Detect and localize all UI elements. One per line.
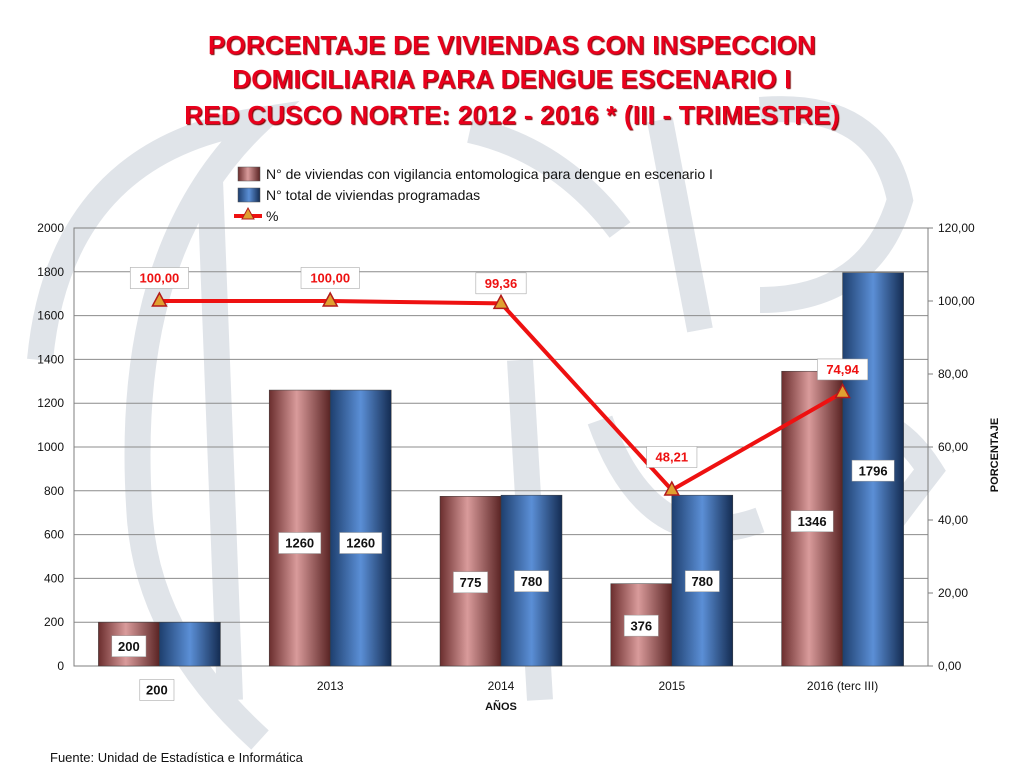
bar-label-series-2-box [514,570,549,592]
line-point-marker [663,480,681,496]
bar-label-series-2: 1260 [346,536,375,551]
y-right-tick-label: 60,00 [938,440,968,454]
y-right-tick-label: 40,00 [938,513,968,527]
series-line-percent [159,299,844,493]
y-tick-label: 200 [44,615,64,629]
bar-series-1 [268,389,331,667]
y-tick-label: 800 [44,484,64,498]
line-point-marker [492,293,510,310]
y-right-axis-title: PORCENTAJE [989,418,1001,492]
x-axis-title: AÑOS [485,700,517,713]
y-right-tick-label: 120,00 [938,221,975,235]
legend-label-series-1: N° de viviendas con vigilancia entomolog… [266,166,713,182]
x-tick-label: 2015 [658,679,685,693]
bar-label-series-2-box [139,679,175,701]
bar-label-series-2: 200 [146,683,168,698]
y-right-tick-label: 80,00 [938,367,968,381]
bar-label-series-1: 376 [630,618,652,633]
line-point-marker [834,382,851,399]
chart-title-line-1: PORCENTAJE DE VIVIENDAS CON INSPECCION [207,30,817,60]
bar-label-series-1: 1260 [285,536,314,551]
bar-label-series-2-box [851,459,895,482]
y-tick-label: 2000 [37,221,64,235]
bar-label-series-1: 775 [460,575,482,590]
y-tick-label: 400 [44,571,64,585]
y-tick-label: 1400 [37,352,64,366]
line-point-label: 100,00 [140,271,180,286]
line-point-marker [151,291,168,307]
y-tick-label: 600 [44,528,64,542]
line-point-label-box [300,267,360,289]
chart-title-line-2: DOMICILIARIA PARA DENGUE ESCENARIO I [232,64,792,94]
x-tick-label: 2016 (terc III) [807,679,878,693]
line-point-label-box [646,446,698,468]
line-point-label-box [475,272,527,295]
line-point-label: 48,21 [656,450,689,465]
source-note: Fuente: Unidad de Estadística e Informát… [50,750,303,765]
bar-label-series-2: 1796 [859,463,888,478]
x-tick-label: 2013 [317,679,344,693]
legend-label-series-2: N° total de viviendas programadas [266,187,480,203]
bar-label-series-2-box [684,570,720,592]
line-point-label: 100,00 [310,271,350,286]
bar-label-series-1-box [111,635,147,657]
bar-label-series-1-box [790,510,834,532]
legend-swatch-series-2 [237,187,261,203]
chart-title-line-3: RED CUSCO NORTE: 2012 - 2016 * (III - TR… [184,100,840,130]
bar-label-series-1-box [453,571,488,594]
line-point-label-box [817,358,869,381]
line-point-label: 99,36 [485,276,518,291]
y-right-tick-label: 100,00 [938,294,975,308]
bar-label-series-2-box [339,532,383,554]
y-tick-label: 0 [57,659,64,673]
bar-label-series-1-box [278,532,322,554]
line-point-label: 74,94 [826,362,859,377]
bar-series-2 [159,621,221,667]
bar-label-series-1: 200 [118,639,140,654]
line-point-marker [321,291,339,307]
bar-label-series-2: 780 [521,574,543,589]
y-tick-label: 1000 [37,440,64,454]
y-tick-label: 1200 [37,396,64,410]
bar-label-series-1: 1346 [798,514,827,529]
legend-marker-percent [241,206,255,220]
bar-label-series-1-box [623,614,659,637]
bar-label-series-2: 780 [691,574,713,589]
legend-label-percent: % [266,208,278,224]
y-tick-label: 1600 [37,309,64,323]
y-right-tick-label: 0,00 [938,659,962,673]
line-point-label-box [129,267,189,289]
x-tick-label: 2014 [488,679,515,693]
legend-swatch-series-1 [237,166,261,182]
y-right-tick-label: 20,00 [938,586,968,600]
bar-series-2 [329,389,392,667]
y-tick-label: 1800 [37,265,64,279]
